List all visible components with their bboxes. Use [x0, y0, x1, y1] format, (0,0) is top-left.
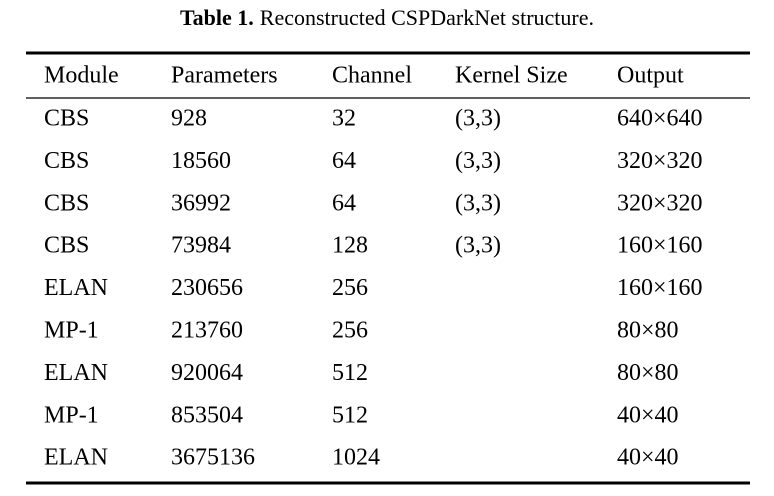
table-cell: 3675136	[171, 445, 255, 471]
table-cell: 80×80	[617, 360, 679, 386]
column-header: Parameters	[171, 63, 278, 89]
table-cell: 213760	[171, 318, 243, 344]
table-cell: ELAN	[44, 360, 108, 386]
table-cell: CBS	[44, 148, 89, 174]
table-cell: 160×160	[617, 233, 703, 259]
table-cell: ELAN	[44, 445, 108, 471]
caption-label: Table 1.	[180, 5, 254, 30]
table-cell: 640×640	[617, 106, 703, 132]
table-cell: 32	[332, 106, 356, 132]
table-cell: ELAN	[44, 275, 108, 301]
table-cell: 40×40	[617, 445, 679, 471]
table-cell: CBS	[44, 106, 89, 132]
table-cell: 73984	[171, 233, 231, 259]
table-cell: (3,3)	[455, 106, 501, 132]
table-cell: 64	[332, 148, 356, 174]
table-cell: 80×80	[617, 318, 679, 344]
column-header: Kernel Size	[455, 63, 568, 89]
table-cell: 256	[332, 275, 368, 301]
table-cell: CBS	[44, 190, 89, 216]
caption: Table 1. Reconstructed CSPDarkNet structu…	[180, 5, 594, 30]
table-cell: CBS	[44, 233, 89, 259]
table-cell: (3,3)	[455, 233, 501, 259]
caption-text: Reconstructed CSPDarkNet structure.	[260, 5, 594, 30]
table-cell: 160×160	[617, 275, 703, 301]
column-header: Output	[617, 63, 684, 89]
table-cell: 512	[332, 402, 368, 428]
table-cell: 64	[332, 190, 356, 216]
table-cell: (3,3)	[455, 148, 501, 174]
column-header: Channel	[332, 63, 412, 89]
table-cell: 40×40	[617, 402, 679, 428]
table-cell: 18560	[171, 148, 231, 174]
table-cell: 920064	[171, 360, 243, 386]
table-cell: 128	[332, 233, 368, 259]
table-cell: 320×320	[617, 148, 703, 174]
table-cell: 512	[332, 360, 368, 386]
column-header: Module	[44, 63, 119, 89]
table-cell: 853504	[171, 402, 243, 428]
table-cell: 256	[332, 318, 368, 344]
table-cell: 928	[171, 106, 207, 132]
table-cell: MP-1	[44, 402, 99, 428]
table-cell: 1024	[332, 445, 380, 471]
table-cell: 230656	[171, 275, 243, 301]
table-cell: 36992	[171, 190, 231, 216]
table-cell: MP-1	[44, 318, 99, 344]
table-cell: (3,3)	[455, 190, 501, 216]
table-cell: 320×320	[617, 190, 703, 216]
